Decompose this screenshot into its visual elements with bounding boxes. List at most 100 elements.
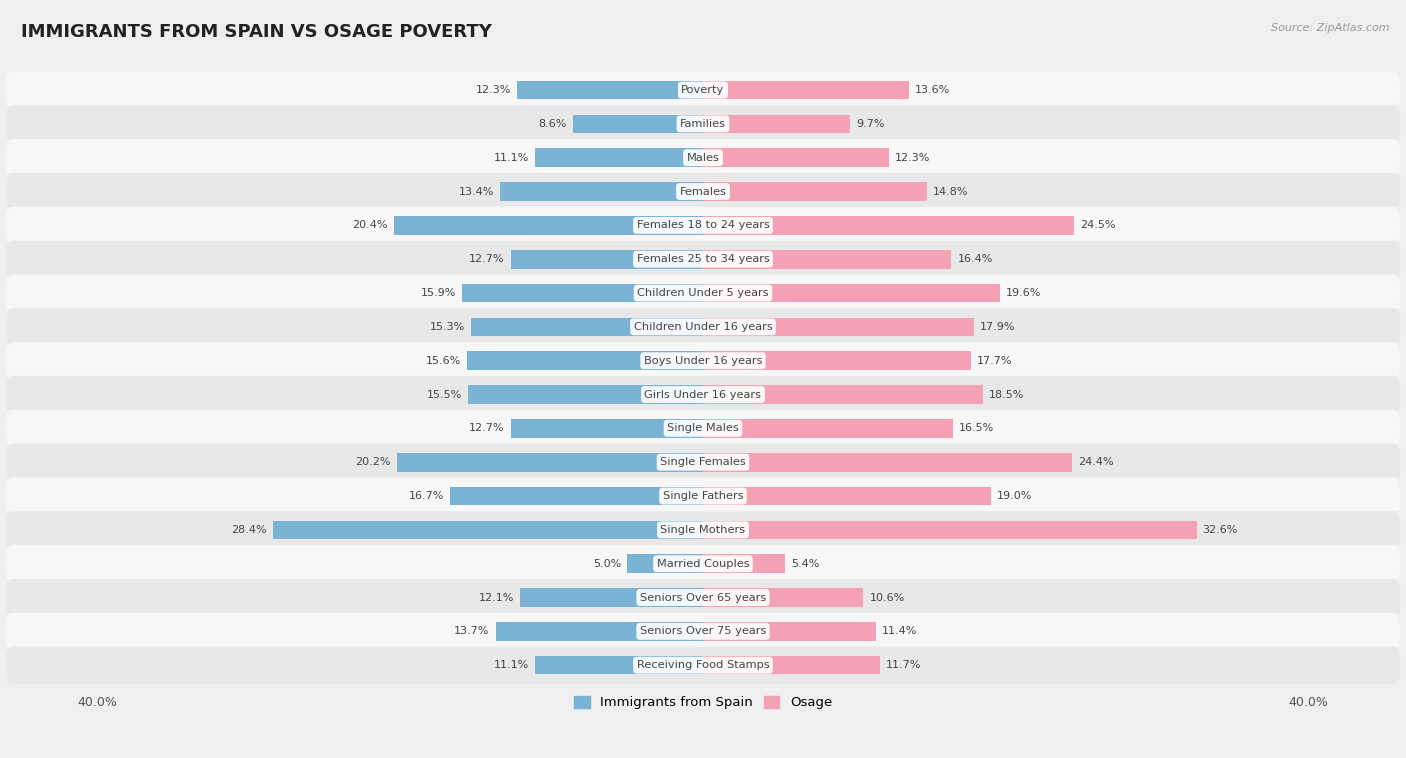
FancyBboxPatch shape: [6, 240, 1400, 278]
Text: 14.8%: 14.8%: [934, 186, 969, 196]
Bar: [703, 487, 991, 506]
FancyBboxPatch shape: [6, 376, 1400, 413]
Text: Males: Males: [686, 152, 720, 163]
Bar: [703, 521, 1197, 539]
Text: Females 25 to 34 years: Females 25 to 34 years: [637, 254, 769, 265]
FancyBboxPatch shape: [6, 410, 1400, 447]
Bar: [517, 81, 703, 99]
Text: Seniors Over 75 years: Seniors Over 75 years: [640, 626, 766, 637]
FancyBboxPatch shape: [6, 511, 1400, 549]
Bar: [273, 521, 703, 539]
Text: Source: ZipAtlas.com: Source: ZipAtlas.com: [1271, 23, 1389, 33]
FancyBboxPatch shape: [6, 71, 1400, 108]
Text: 12.7%: 12.7%: [470, 424, 505, 434]
Bar: [703, 453, 1073, 471]
Text: IMMIGRANTS FROM SPAIN VS OSAGE POVERTY: IMMIGRANTS FROM SPAIN VS OSAGE POVERTY: [21, 23, 492, 41]
Bar: [471, 318, 703, 337]
Bar: [703, 419, 953, 437]
Text: 13.6%: 13.6%: [915, 85, 950, 95]
Bar: [510, 419, 703, 437]
Bar: [703, 622, 876, 641]
Text: Children Under 16 years: Children Under 16 years: [634, 322, 772, 332]
Text: Families: Families: [681, 119, 725, 129]
Bar: [468, 385, 703, 404]
Bar: [394, 216, 703, 235]
Bar: [467, 352, 703, 370]
Bar: [703, 656, 880, 675]
Text: Single Females: Single Females: [661, 457, 745, 467]
Bar: [534, 656, 703, 675]
Text: Children Under 5 years: Children Under 5 years: [637, 288, 769, 298]
FancyBboxPatch shape: [6, 579, 1400, 616]
Text: 5.4%: 5.4%: [790, 559, 820, 568]
FancyBboxPatch shape: [6, 173, 1400, 210]
Text: Receiving Food Stamps: Receiving Food Stamps: [637, 660, 769, 670]
Text: 5.0%: 5.0%: [593, 559, 621, 568]
FancyBboxPatch shape: [6, 309, 1400, 346]
FancyBboxPatch shape: [6, 274, 1400, 312]
Text: 9.7%: 9.7%: [856, 119, 884, 129]
Bar: [520, 588, 703, 607]
Text: 10.6%: 10.6%: [869, 593, 905, 603]
Text: 13.4%: 13.4%: [458, 186, 494, 196]
Bar: [627, 554, 703, 573]
Bar: [534, 149, 703, 167]
Text: 16.5%: 16.5%: [959, 424, 994, 434]
Bar: [703, 318, 974, 337]
Text: 11.1%: 11.1%: [494, 660, 529, 670]
Text: 17.9%: 17.9%: [980, 322, 1015, 332]
Bar: [703, 250, 952, 268]
Text: Single Fathers: Single Fathers: [662, 491, 744, 501]
FancyBboxPatch shape: [6, 545, 1400, 582]
Text: Females 18 to 24 years: Females 18 to 24 years: [637, 221, 769, 230]
Text: Single Males: Single Males: [666, 424, 740, 434]
Bar: [510, 250, 703, 268]
Bar: [450, 487, 703, 506]
FancyBboxPatch shape: [6, 443, 1400, 481]
Bar: [703, 216, 1074, 235]
Text: 28.4%: 28.4%: [232, 525, 267, 535]
Bar: [703, 114, 849, 133]
FancyBboxPatch shape: [6, 139, 1400, 177]
FancyBboxPatch shape: [6, 478, 1400, 515]
Text: 13.7%: 13.7%: [454, 626, 489, 637]
Bar: [572, 114, 703, 133]
Text: 17.7%: 17.7%: [977, 356, 1012, 365]
FancyBboxPatch shape: [6, 207, 1400, 244]
Text: 16.4%: 16.4%: [957, 254, 993, 265]
Text: 24.5%: 24.5%: [1080, 221, 1115, 230]
Text: Girls Under 16 years: Girls Under 16 years: [644, 390, 762, 399]
Bar: [703, 182, 927, 201]
FancyBboxPatch shape: [6, 647, 1400, 684]
Bar: [703, 352, 972, 370]
FancyBboxPatch shape: [6, 342, 1400, 379]
Bar: [463, 283, 703, 302]
Bar: [703, 81, 908, 99]
Text: 15.9%: 15.9%: [420, 288, 456, 298]
Bar: [495, 622, 703, 641]
Text: Married Couples: Married Couples: [657, 559, 749, 568]
Text: Seniors Over 65 years: Seniors Over 65 years: [640, 593, 766, 603]
Text: 24.4%: 24.4%: [1078, 457, 1114, 467]
FancyBboxPatch shape: [6, 612, 1400, 650]
Bar: [396, 453, 703, 471]
Text: 32.6%: 32.6%: [1202, 525, 1239, 535]
Text: 8.6%: 8.6%: [538, 119, 567, 129]
Bar: [703, 149, 889, 167]
Text: 16.7%: 16.7%: [409, 491, 444, 501]
Text: 15.5%: 15.5%: [427, 390, 463, 399]
Text: 11.7%: 11.7%: [886, 660, 921, 670]
Legend: Immigrants from Spain, Osage: Immigrants from Spain, Osage: [568, 691, 838, 715]
Bar: [703, 554, 785, 573]
Bar: [501, 182, 703, 201]
Text: 11.4%: 11.4%: [882, 626, 917, 637]
Text: 12.3%: 12.3%: [475, 85, 510, 95]
Text: 19.6%: 19.6%: [1005, 288, 1042, 298]
Text: Females: Females: [679, 186, 727, 196]
Bar: [703, 283, 1000, 302]
Text: 20.4%: 20.4%: [353, 221, 388, 230]
Text: Single Mothers: Single Mothers: [661, 525, 745, 535]
Text: 19.0%: 19.0%: [997, 491, 1032, 501]
Text: 15.6%: 15.6%: [426, 356, 461, 365]
Text: 11.1%: 11.1%: [494, 152, 529, 163]
